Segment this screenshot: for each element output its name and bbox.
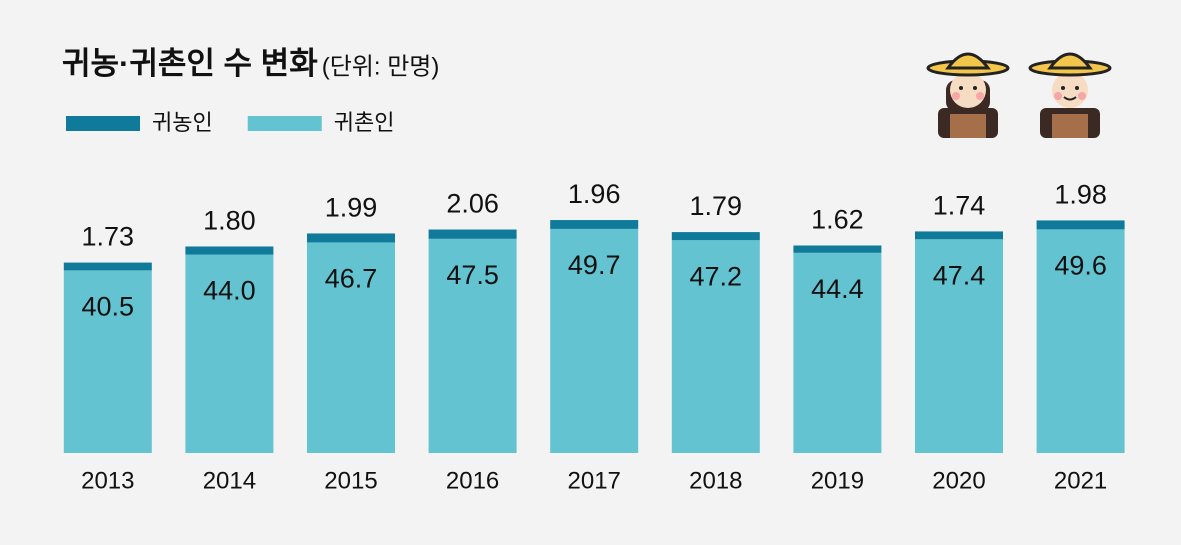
value-label: 1.99 [325,193,378,223]
x-tick-label: 2015 [324,467,377,494]
legend-swatch [247,116,322,131]
bar-segment [428,229,517,239]
farmer-icons [926,52,1112,138]
x-tick-label: 2018 [689,467,742,494]
bar-segment [307,242,395,453]
bar-segment [63,262,152,271]
bar-segment [185,246,274,255]
value-label: 1.80 [203,206,256,236]
bar-segment [63,270,152,453]
bar-segment [671,232,760,241]
bar-segment [1036,229,1125,453]
bar-segment [185,254,274,453]
x-tick-label: 2013 [81,467,134,494]
value-label: 1.96 [568,179,621,209]
bar-segment [671,240,760,453]
value-label: 49.6 [1054,250,1107,280]
legend-label: 귀농인 [152,110,213,135]
value-label: 47.2 [690,261,743,291]
chart-subtitle: (단위: 만명) [322,53,440,80]
value-label: 46.7 [325,264,378,294]
bar-segment [550,220,639,229]
legend-swatch [66,116,140,131]
bar-segment [793,245,882,253]
value-label: 49.7 [568,250,621,280]
x-tick-label: 2017 [568,467,621,494]
value-label: 1.74 [933,191,986,221]
value-label: 1.73 [82,222,135,252]
value-label: 1.79 [690,191,743,221]
bar-segment [307,233,395,243]
value-label: 47.4 [933,260,986,290]
legend-label: 귀촌인 [334,110,395,135]
value-label: 40.5 [82,292,135,322]
value-label: 1.98 [1054,180,1107,210]
value-label: 1.62 [811,205,864,235]
x-tick-label: 2014 [203,467,256,494]
x-tick-label: 2019 [811,467,864,494]
chart-title: 귀농·귀촌인 수 변화 [62,46,318,81]
bar-segment [428,238,517,453]
bar-segment [793,252,882,453]
bar-segment [915,231,1003,240]
bar-segment [1036,220,1125,230]
value-label: 44.4 [811,274,864,304]
value-label: 2.06 [446,189,499,219]
value-label: 44.0 [203,276,256,306]
bar-segment [915,239,1003,453]
value-label: 47.5 [446,260,499,290]
bar-segment [550,228,639,453]
x-tick-label: 2020 [932,467,985,494]
x-tick-label: 2016 [446,467,499,494]
x-tick-label: 2021 [1054,467,1107,494]
